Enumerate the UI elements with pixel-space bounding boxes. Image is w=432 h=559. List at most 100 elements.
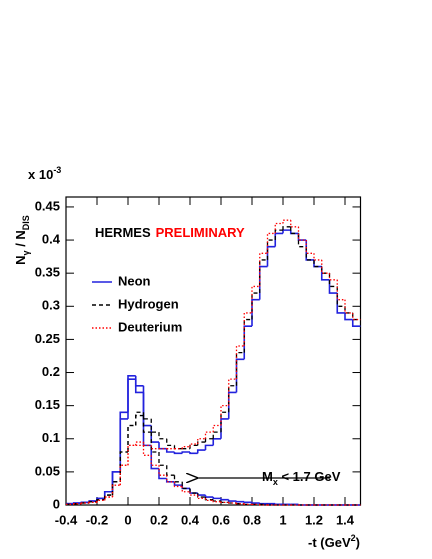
histogram-step <box>228 502 237 504</box>
histogram-step <box>158 465 167 476</box>
histogram-step <box>189 444 198 449</box>
histogram-step <box>142 445 152 456</box>
histogram-step <box>290 226 299 235</box>
histogram-step <box>196 449 206 454</box>
histogram-step <box>235 345 245 380</box>
x-tick-label: 0.6 <box>212 512 230 527</box>
histogram-step <box>197 441 206 446</box>
legend-label: Neon <box>118 273 151 288</box>
annotation-part: M <box>262 469 273 484</box>
histogram-step <box>228 385 237 413</box>
histogram-step <box>336 286 345 307</box>
histogram-step <box>150 445 159 470</box>
histogram-step <box>204 431 214 439</box>
plot-frame <box>65 196 362 506</box>
histogram-step <box>111 484 121 498</box>
histogram-step <box>235 500 245 503</box>
histogram-step <box>212 499 221 502</box>
histogram-step <box>282 226 291 231</box>
x-axis-label-part: 2 <box>351 533 356 543</box>
x-tick-label: 0 <box>124 512 131 527</box>
histogram-step <box>111 484 121 498</box>
histogram-step <box>80 502 90 504</box>
histogram-step <box>344 299 353 314</box>
y-axis-label-group: Nγ / NDIS <box>13 215 31 265</box>
histogram-step <box>352 312 361 321</box>
histogram-step <box>119 464 128 486</box>
histogram-step <box>119 418 128 472</box>
histogram-step <box>282 219 291 224</box>
histogram-step <box>336 293 345 314</box>
histogram-step <box>259 259 268 294</box>
stamp: HERMES PRELIMINARY <box>95 225 245 240</box>
histogram-step <box>127 375 136 413</box>
histogram-step <box>228 378 237 406</box>
histogram-step <box>227 391 237 419</box>
histogram-step <box>259 504 268 506</box>
stamp-part: PRELIMINARY <box>156 225 245 240</box>
y-tick-label: 0.15 <box>35 397 60 412</box>
histogram-step <box>251 502 260 504</box>
histogram-step <box>189 488 198 494</box>
histogram-step <box>266 239 276 260</box>
histogram-step <box>173 452 183 455</box>
y-tick-label: 0.25 <box>35 331 60 346</box>
x-tick-label: 1 <box>279 512 286 527</box>
y-tick-label: 0.35 <box>35 265 60 280</box>
histogram-step <box>235 352 245 386</box>
histogram-step <box>235 503 245 505</box>
histogram-step <box>165 448 175 453</box>
y-tick-label: 0.2 <box>42 364 60 379</box>
histogram-step <box>196 493 206 496</box>
histogram-step <box>212 497 221 500</box>
multiplier: x 10-3 <box>28 165 61 182</box>
histogram-step <box>158 452 167 466</box>
histogram-step <box>142 412 152 420</box>
annotation: Mx < 1.7 GeV <box>262 469 341 487</box>
x-tick-label: 0.2 <box>150 512 168 527</box>
x-tick-label: 0.8 <box>243 512 261 527</box>
histogram-step <box>290 220 299 228</box>
histogram-step <box>251 285 260 313</box>
x-tick-label: 0.4 <box>181 512 200 527</box>
histogram-step <box>104 496 113 501</box>
histogram-step <box>266 245 276 267</box>
histogram-step <box>197 493 206 498</box>
histogram-step <box>204 495 214 498</box>
histogram-step <box>166 465 175 476</box>
histogram-step <box>220 411 229 433</box>
histogram-step <box>344 312 353 321</box>
histogram-step <box>111 481 121 496</box>
histogram-step <box>150 425 159 443</box>
histogram-step <box>181 451 190 454</box>
histogram-step <box>111 481 121 496</box>
histogram-step <box>212 424 221 433</box>
multiplier-part: -3 <box>53 165 61 175</box>
histogram-step <box>243 325 252 360</box>
histogram-step <box>212 437 221 446</box>
histogram-step <box>134 375 144 387</box>
histogram-step <box>321 266 330 274</box>
y-tick-label: 0.3 <box>42 298 60 313</box>
histogram-step <box>189 491 198 496</box>
histogram-step <box>297 226 307 241</box>
histogram-step <box>274 222 283 234</box>
histogram-step <box>321 259 330 274</box>
histogram-step <box>142 415 152 433</box>
multiplier-part: x 10 <box>28 167 53 182</box>
y-axis-label-part: N <box>13 255 28 264</box>
histogram-step <box>289 230 299 235</box>
histogram-step <box>204 444 214 451</box>
annotation-part: < 1.7 GeV <box>278 469 341 484</box>
histogram-step <box>189 452 198 455</box>
histogram-step <box>274 232 283 247</box>
histogram-step <box>104 494 113 500</box>
histogram-step <box>166 438 175 447</box>
histogram-step <box>258 502 268 505</box>
x-tick-label: 1.2 <box>305 512 323 527</box>
y-tick-label: 0.45 <box>35 198 60 213</box>
histogram-step <box>127 444 136 466</box>
histogram-step <box>158 468 167 480</box>
histogram-step <box>227 499 237 502</box>
histogram-step <box>220 501 229 504</box>
